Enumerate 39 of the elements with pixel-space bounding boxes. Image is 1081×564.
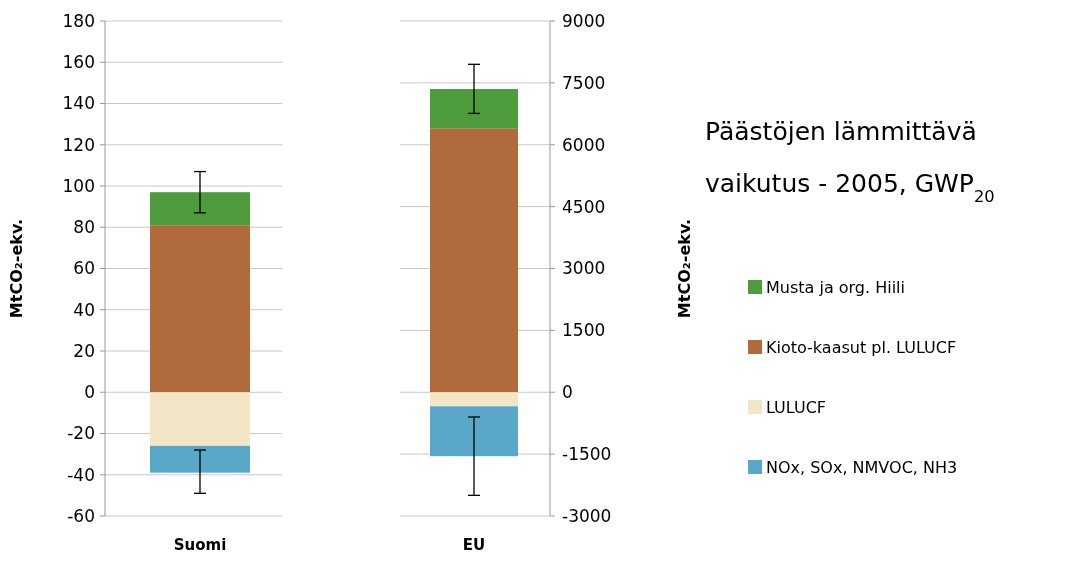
bar — [430, 89, 518, 129]
y-tick-label: 9000 — [562, 10, 606, 31]
bar — [150, 445, 250, 473]
bar — [150, 192, 250, 226]
y-tick-label: 0 — [562, 382, 573, 403]
y-tick-label: -20 — [67, 423, 95, 444]
bar — [430, 392, 518, 407]
bar — [430, 406, 518, 457]
y-tick-label: 20 — [73, 340, 95, 361]
y-tick-label: 7500 — [562, 72, 606, 93]
y-axis-title: MtCO₂-ekv. — [675, 218, 694, 319]
y-tick-label: -3000 — [562, 505, 612, 526]
y-tick-label: 40 — [73, 299, 95, 320]
bar — [150, 392, 250, 446]
y-tick-label: 120 — [62, 134, 95, 155]
y-tick-label: 3000 — [562, 258, 606, 279]
legend-label: LULUCF — [766, 397, 827, 417]
y-tick-label: 6000 — [562, 134, 606, 155]
legend-label: NOx, SOx, NMVOC, NH3 — [766, 457, 958, 477]
legend-label: Musta ja org. Hiili — [766, 277, 906, 297]
y-tick-label: 1500 — [562, 320, 606, 341]
y-tick-label: 180 — [62, 10, 95, 31]
x-tick-label: Suomi — [173, 536, 227, 554]
y-tick-label: -1500 — [562, 444, 612, 465]
legend-label: Kioto-kaasut pl. LULUCF — [766, 337, 957, 357]
x-tick-label: EU — [462, 536, 486, 554]
y-tick-label: 4500 — [562, 196, 606, 217]
y-tick-label: 160 — [62, 52, 95, 73]
y-tick-label: -60 — [67, 505, 95, 526]
y-tick-label: 60 — [73, 258, 95, 279]
y-axis-title: MtCO₂-ekv. — [7, 218, 26, 319]
y-tick-label: 0 — [84, 382, 95, 403]
y-tick-label: -40 — [67, 464, 95, 485]
bar — [430, 128, 518, 393]
bar — [150, 225, 250, 393]
y-tick-label: 80 — [73, 217, 95, 238]
y-tick-label: 140 — [62, 93, 95, 114]
y-tick-label: 100 — [62, 175, 95, 196]
text: Päästöjen lämmittävä vaikutus - 2005, GWP$_{20}$ — [705, 117, 995, 206]
